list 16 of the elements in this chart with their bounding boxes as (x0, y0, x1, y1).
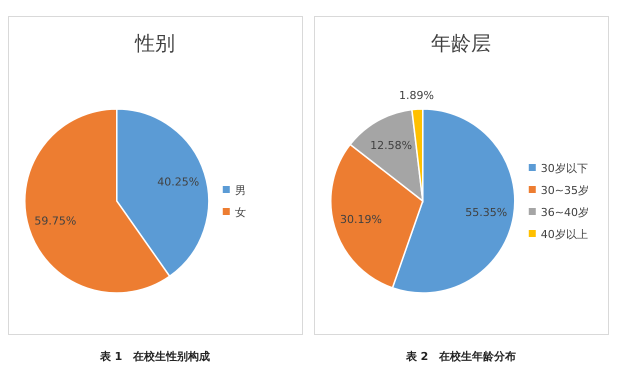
legend-label: 30~35岁 (540, 184, 589, 197)
legend-label: 男 (234, 184, 246, 197)
legend-label: 女 (234, 206, 246, 219)
legend-label: 36~40岁 (540, 206, 589, 219)
data-label: 55.35% (465, 206, 508, 219)
data-label: 30.19% (340, 213, 382, 226)
legend-label: 30岁以下 (540, 162, 588, 175)
data-label: 1.89% (399, 89, 434, 102)
data-label: 59.75% (34, 214, 76, 228)
chart-title: 性别 (134, 31, 175, 55)
chart-title: 年龄层 (431, 31, 491, 55)
data-label: 40.25% (157, 176, 200, 189)
text: 表 1 在校生性别构成 (98, 350, 210, 363)
data-label: 12.58% (370, 138, 412, 152)
text: 表 2 在校生年龄分布 (404, 350, 516, 363)
legend-label: 40岁以上 (540, 228, 588, 241)
